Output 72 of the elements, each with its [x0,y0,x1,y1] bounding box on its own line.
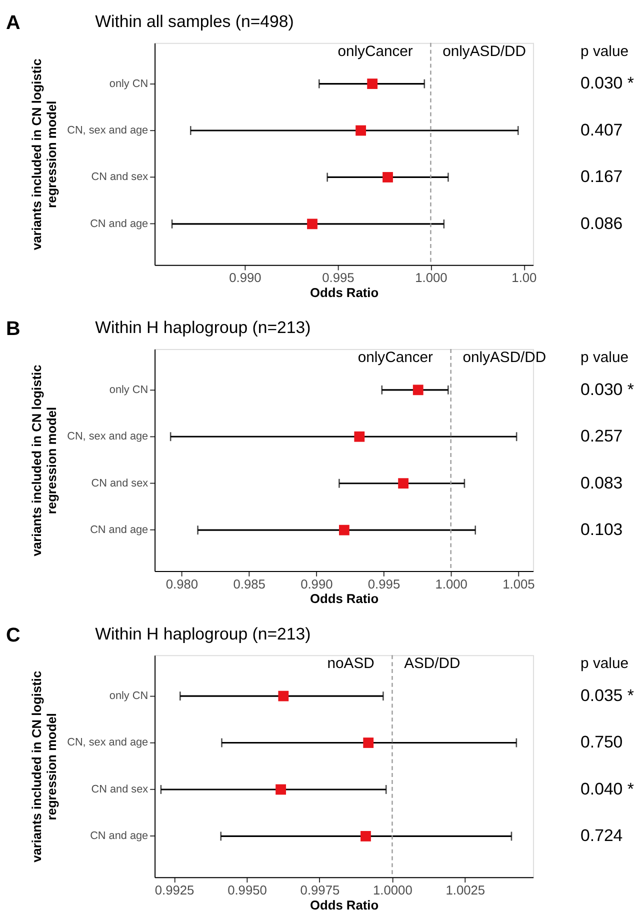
x-tick-label: 0.985 [233,576,266,592]
text: 0.030 * [580,380,634,399]
y-axis-title: variants included in CN logistic regression model [29,58,60,250]
text: C [6,624,20,646]
text: 0.035 * [580,686,634,705]
text: 0.724 [580,826,623,846]
point [367,78,378,89]
text: 0.750 [580,732,623,752]
y-tick-label: CN and sex [91,171,149,184]
y-tick-label: CN and age [90,218,148,230]
point [356,125,366,136]
x-tick-label: 0.9950 [228,882,267,898]
x-tick-label: 0.9975 [300,882,340,898]
point [382,172,393,182]
point [276,784,286,795]
text: 0.167 [580,167,623,186]
text: B [6,318,20,340]
y-tick-label: only CN [109,690,148,702]
point [363,738,374,748]
chart-title: Within H haplogroup (n=213) [95,624,311,644]
x-tick-label: 0.995 [368,576,400,592]
x-tick-label: 1.0025 [446,882,486,898]
text: p value [580,656,628,672]
x-tick-label: 0.980 [166,576,198,592]
chart-title: Within H haplogroup (n=213) [95,318,311,338]
text: 0.083 [580,473,623,492]
x-tick-label: 1.00 [512,270,537,286]
point [360,831,371,842]
annotation: ASD/DD [404,656,461,672]
text: p value [580,44,628,60]
annotation: onlyCancer [358,350,434,366]
point [278,690,289,702]
y-tick-label: CN and sex [91,477,149,490]
text: 0.407 [580,120,623,140]
text: 0.257 [580,426,623,446]
y-tick-label: CN, sex and age [67,430,148,443]
text: A [6,12,20,34]
x-axis-title: Odds Ratio [310,897,379,912]
y-tick-label: CN, sex and age [67,124,148,136]
y-tick-label: CN and age [90,524,148,536]
point [398,478,408,489]
point [354,431,365,442]
x-axis-title: Odds Ratio [310,591,379,606]
y-tick-label: CN and age [90,830,148,842]
y-tick-label: only CN [109,384,148,396]
x-tick-label: 1.000 [415,270,448,286]
point [412,384,424,396]
text: p value [580,350,628,366]
y-tick-label: only CN [109,78,148,90]
x-tick-label: 1.000 [435,576,468,592]
x-tick-label: 0.990 [229,270,262,286]
y-tick-label: CN, sex and age [67,736,148,749]
text: 0.030 * [580,74,634,93]
x-tick-label: 1.005 [502,576,535,592]
annotation: noASD [327,656,375,672]
text: 0.103 [580,520,623,540]
x-tick-label: 1.0000 [373,882,412,898]
y-tick-label: CN and sex [91,783,149,796]
x-tick-label: 0.990 [300,576,333,592]
annotation: onlyCancer [338,44,413,60]
y-axis-title: variants included in CN logistic regression model [29,364,60,556]
x-tick-label: 0.9925 [154,882,194,898]
x-axis-title: Odds Ratio [310,285,379,300]
x-tick-label: 0.995 [322,270,354,286]
point [338,524,350,536]
text: 0.040 * [580,779,634,798]
chart-title: Within all samples (n=498) [95,12,294,32]
point [307,218,318,230]
y-axis-title: variants included in CN logistic regression model [29,670,60,862]
annotation: onlyASD/DD [462,350,546,366]
text: 0.086 [580,214,623,233]
annotation: onlyASD/DD [442,44,526,60]
